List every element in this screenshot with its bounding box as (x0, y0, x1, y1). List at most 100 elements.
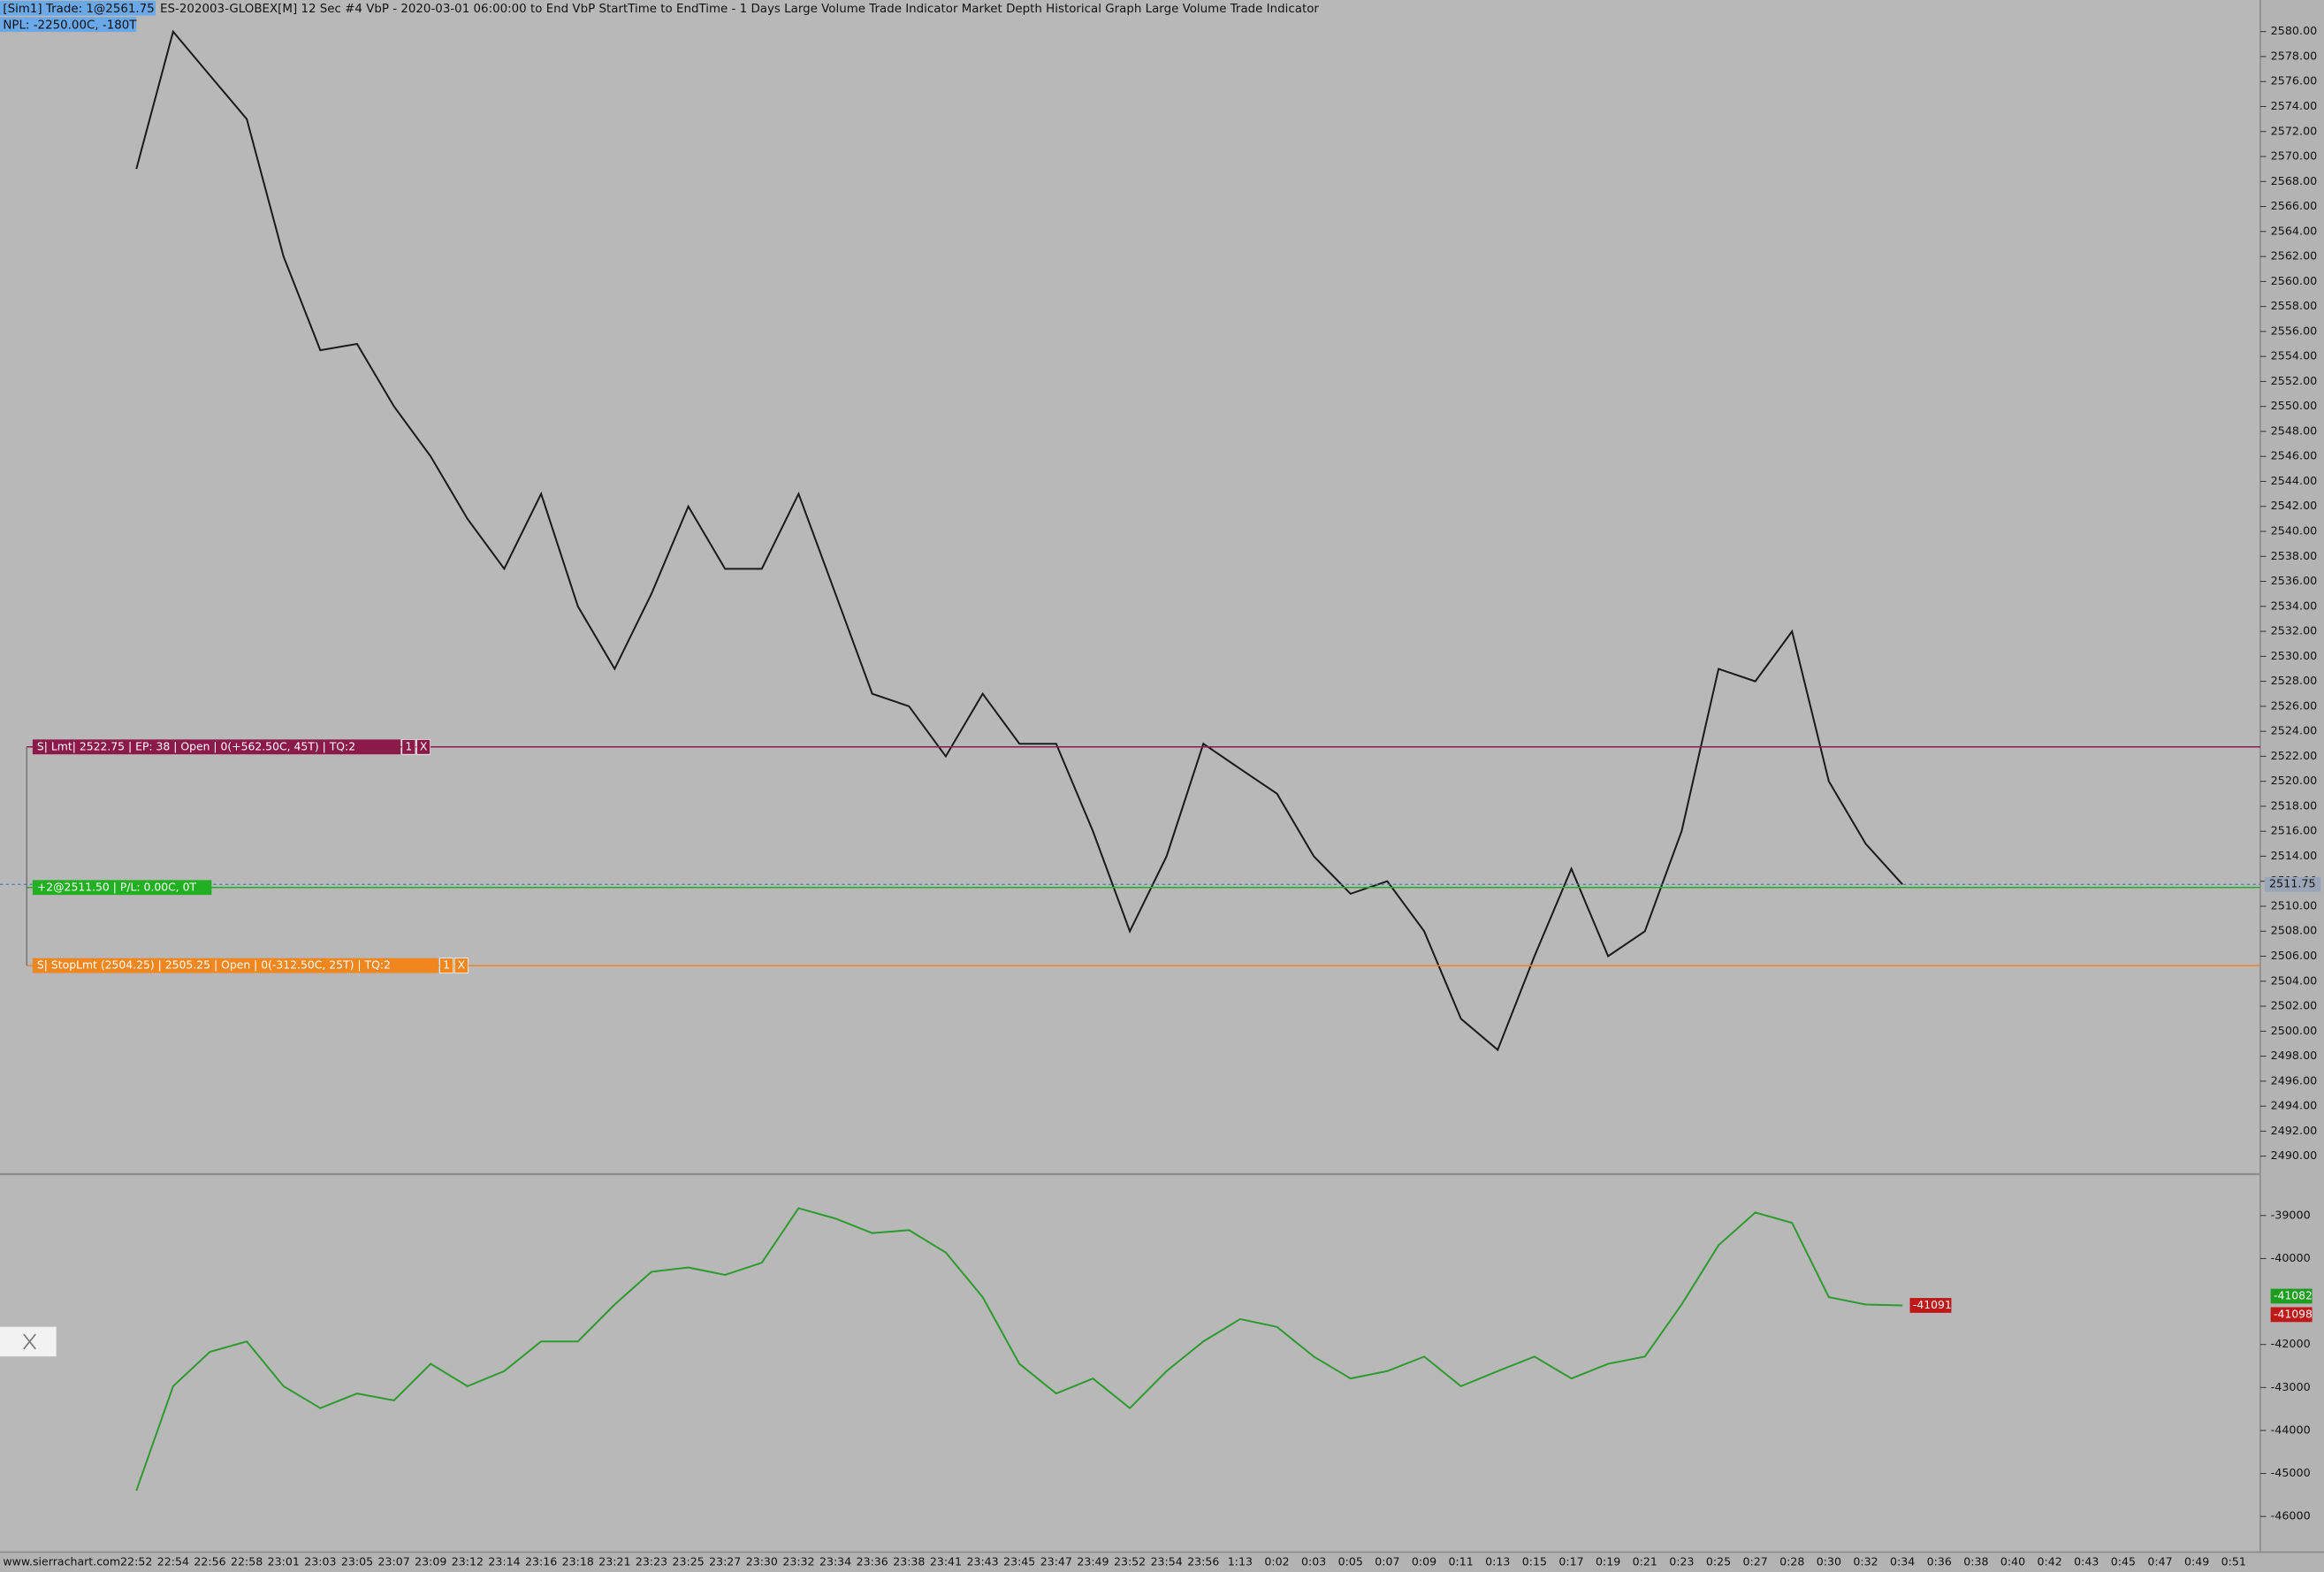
x-tick-label: 0:13 (1485, 1555, 1510, 1568)
x-tick-label: 22:56 (194, 1555, 225, 1568)
x-tick-label: 0:30 (1817, 1555, 1841, 1568)
x-tick-label: 23:01 (268, 1555, 300, 1568)
x-tick-label: 0:28 (1779, 1555, 1804, 1568)
x-tick-label: 0:49 (2184, 1555, 2209, 1568)
x-tick-label: 0:09 (1412, 1555, 1436, 1568)
x-tick-label: 0:11 (1449, 1555, 1474, 1568)
x-tick-label: 23:36 (857, 1555, 888, 1568)
close-panel[interactable] (0, 1326, 57, 1357)
price-line (135, 29, 1903, 1052)
x-tick-label: 23:03 (304, 1555, 336, 1568)
x-tick-label: 23:49 (1077, 1555, 1109, 1568)
x-tick-label: 23:05 (341, 1555, 373, 1568)
x-tick-label: 0:32 (1853, 1555, 1878, 1568)
x-tick-label: 1:13 (1228, 1555, 1253, 1568)
y-tick-label: 2534.00 (2271, 599, 2318, 613)
trade-badge (0, 0, 156, 16)
y-tick-label: 2498.00 (2271, 1049, 2318, 1063)
y-tick-label: 2518.00 (2271, 799, 2318, 813)
y-tick-label: 2548.00 (2271, 424, 2318, 438)
x-tick-label: 23:45 (1003, 1555, 1035, 1568)
axis-value-box (2270, 1307, 2313, 1323)
y-tick-label: 2560.00 (2271, 275, 2318, 288)
y-tick-label: 2570.00 (2271, 150, 2318, 164)
y-tick-label: 2504.00 (2271, 974, 2318, 988)
y-tick-label: 2510.00 (2271, 899, 2318, 912)
order-button-label[interactable]: 1 (405, 739, 412, 752)
npl-badge (0, 17, 137, 33)
y-tick-label: 2558.00 (2271, 300, 2318, 313)
y-tick-label: -39000 (2271, 1209, 2311, 1222)
order-button[interactable] (439, 958, 453, 973)
x-tick-label: 0:05 (1338, 1555, 1363, 1568)
y-tick-label: 2572.00 (2271, 125, 2318, 138)
x-tick-label: 23:21 (598, 1555, 630, 1568)
x-tick-label: 0:15 (1522, 1555, 1547, 1568)
y-tick-label: 2520.00 (2271, 775, 2318, 788)
site-link[interactable]: www.sierrachart.com (3, 1555, 120, 1568)
x-tick-label: 0:45 (2111, 1555, 2136, 1568)
order-button-label[interactable]: X (420, 739, 428, 752)
y-tick-label: 2516.00 (2271, 825, 2318, 838)
y-tick-label: 2540.00 (2271, 525, 2318, 538)
last-value-label: -41091 (1913, 1298, 1952, 1311)
x-tick-label: 0:51 (2221, 1555, 2246, 1568)
chart-layer: 22:52 22:54 22:56 22:58 23:01 23:03 23:05 23:07… (0, 25, 2321, 1568)
order-button[interactable] (401, 739, 416, 755)
order-label: S| StopLmt (2504.25) | 2505.25 | Open | … (37, 958, 391, 972)
order-label-box[interactable] (32, 958, 438, 973)
y-tick-label: 2494.00 (2271, 1100, 2318, 1113)
y-tick-label: 2546.00 (2271, 450, 2318, 463)
y-tick-label: 2532.00 (2271, 625, 2318, 638)
y-tick-label: 2544.00 (2271, 475, 2318, 488)
order-label-box[interactable] (32, 880, 212, 896)
x-tick-label: 0:43 (2074, 1555, 2099, 1568)
y-tick-label: -42000 (2271, 1338, 2311, 1351)
x-tick-label: 23:43 (966, 1555, 998, 1568)
x-tick-label: 23:27 (709, 1555, 741, 1568)
x-tick-label: 0:17 (1558, 1555, 1583, 1568)
order-button[interactable] (416, 739, 431, 755)
y-tick-label: 2568.00 (2271, 175, 2318, 188)
x-tick-label: 0:21 (1633, 1555, 1657, 1568)
order-label-box[interactable] (32, 739, 401, 755)
x-tick-label: 23:07 (378, 1555, 410, 1568)
study-info: ES-202003-GLOBEX[M] 12 Sec #4 VbP - 2020… (160, 3, 1319, 16)
close-icon[interactable] (23, 1333, 36, 1350)
y-tick-label: 2528.00 (2271, 675, 2318, 688)
y-tick-label: 2508.00 (2271, 925, 2318, 938)
x-tick-label: 23:38 (893, 1555, 925, 1568)
trade-info: [Sim1] Trade: 1@2561.75 (3, 3, 154, 16)
x-tick-label: 23:30 (746, 1555, 778, 1568)
order-button[interactable] (453, 958, 469, 973)
x-tick-label: 0:02 (1264, 1555, 1289, 1568)
last-price-label: 2511.75 (2269, 878, 2316, 891)
y-tick-label: -44000 (2271, 1423, 2311, 1437)
x-tick-label: 23:14 (488, 1555, 520, 1568)
x-tick-label: 0:42 (2038, 1555, 2062, 1568)
order-label: S| Lmt| 2522.75 | EP: 38 | Open | 0(+562… (37, 739, 355, 752)
x-tick-label: 0:40 (2000, 1555, 2025, 1568)
y-tick-label: 2530.00 (2271, 650, 2318, 663)
axis-value-box (2270, 1288, 2313, 1304)
y-tick-label: 2574.00 (2271, 100, 2318, 113)
y-tick-label: 2562.00 (2271, 250, 2318, 263)
y-tick-label: 2490.00 (2271, 1149, 2318, 1163)
x-tick-label: 0:36 (1927, 1555, 1952, 1568)
y-tick-label: 2556.00 (2271, 324, 2318, 338)
y-tick-label: 2550.00 (2271, 400, 2318, 413)
y-tick-label: 2542.00 (2271, 500, 2318, 513)
x-tick-label: 22:54 (157, 1555, 189, 1568)
y-tick-label: 2526.00 (2271, 699, 2318, 713)
order-button-label[interactable]: 1 (443, 958, 450, 972)
y-tick-label: 2502.00 (2271, 1000, 2318, 1013)
x-tick-label: 0:27 (1743, 1555, 1768, 1568)
npl-info: NPL: -2250.00C, -180T (3, 19, 137, 33)
y-tick-label: 2500.00 (2271, 1025, 2318, 1038)
y-tick-label: 2496.00 (2271, 1074, 2318, 1087)
y-tick-label: 2506.00 (2271, 950, 2318, 963)
x-tick-label: 23:32 (782, 1555, 814, 1568)
order-button-label[interactable]: X (458, 958, 466, 972)
